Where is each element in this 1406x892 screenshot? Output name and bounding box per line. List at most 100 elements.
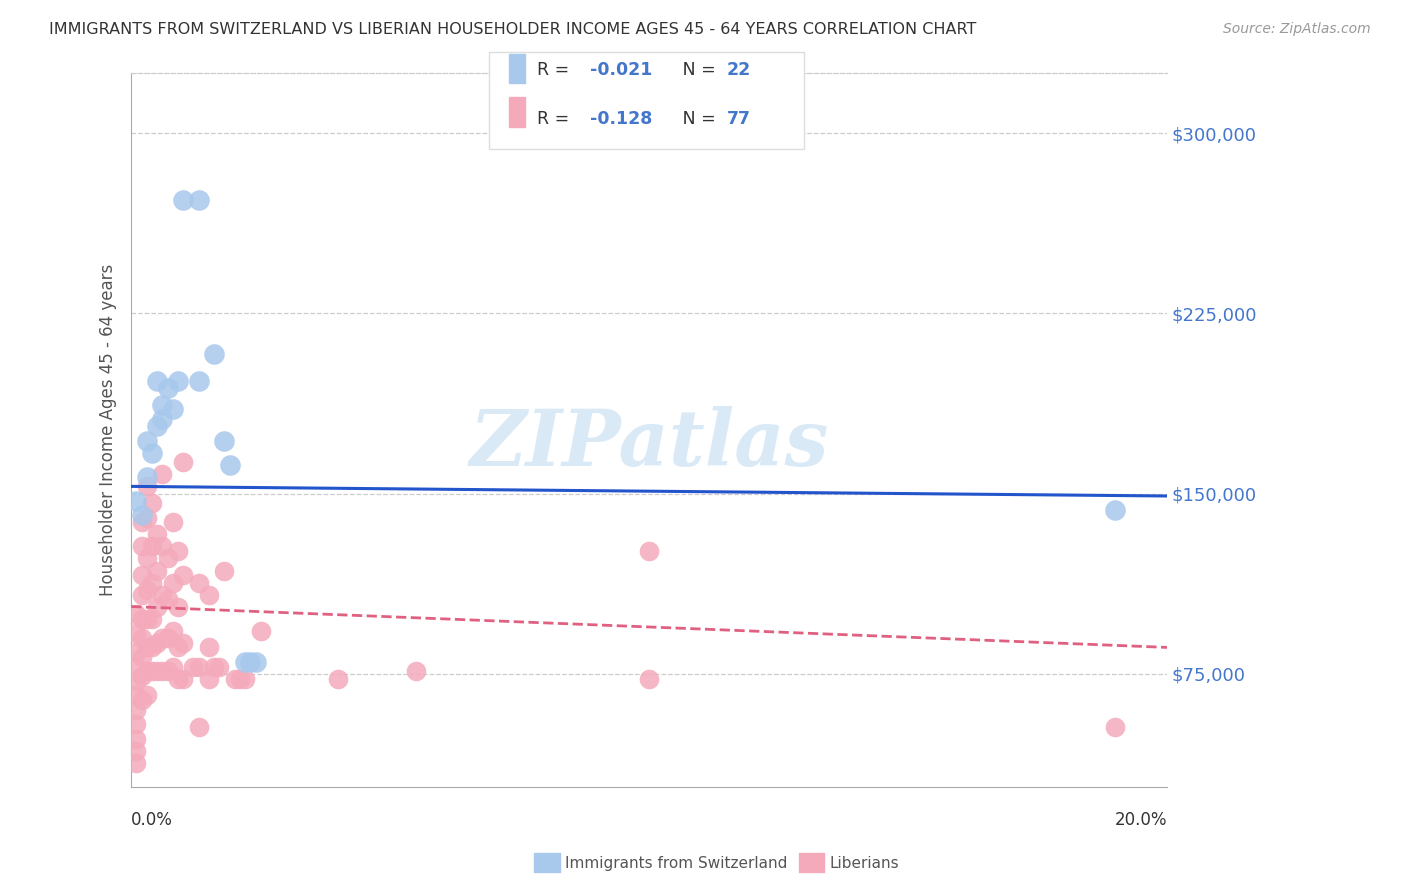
Point — [150, 665, 173, 679]
Point — [233, 655, 256, 669]
Point — [150, 540, 173, 554]
Point — [125, 645, 148, 659]
Point — [135, 434, 157, 448]
Point — [162, 575, 184, 590]
Point — [202, 659, 225, 673]
Text: IMMIGRANTS FROM SWITZERLAND VS LIBERIAN HOUSEHOLDER INCOME AGES 45 - 64 YEARS CO: IMMIGRANTS FROM SWITZERLAND VS LIBERIAN … — [49, 22, 977, 37]
Point — [150, 412, 173, 426]
Point — [131, 508, 153, 523]
Point — [125, 744, 148, 758]
Point — [141, 611, 163, 625]
Point — [125, 659, 148, 673]
Point — [131, 650, 153, 665]
Text: N =: N = — [666, 110, 721, 128]
Point — [125, 689, 148, 703]
Point — [135, 689, 157, 703]
Point — [187, 374, 209, 388]
Point — [135, 479, 157, 493]
Point — [233, 672, 256, 686]
Point — [198, 588, 221, 602]
Point — [141, 540, 163, 554]
Point — [156, 665, 179, 679]
Point — [208, 659, 231, 673]
Point — [172, 672, 194, 686]
Text: R =: R = — [537, 62, 575, 79]
Text: Liberians: Liberians — [830, 856, 900, 871]
Point — [125, 717, 148, 731]
Point — [405, 665, 427, 679]
Point — [141, 446, 163, 460]
Point — [141, 665, 163, 679]
Y-axis label: Householder Income Ages 45 - 64 years: Householder Income Ages 45 - 64 years — [100, 264, 117, 596]
Point — [146, 374, 169, 388]
Point — [146, 527, 169, 541]
Point — [125, 731, 148, 746]
Point — [198, 640, 221, 655]
Point — [214, 434, 236, 448]
Text: R =: R = — [537, 110, 575, 128]
Point — [150, 467, 173, 482]
Point — [245, 655, 267, 669]
Point — [224, 672, 246, 686]
Point — [172, 455, 194, 469]
Point — [150, 631, 173, 645]
Point — [156, 592, 179, 607]
Point — [141, 496, 163, 510]
Point — [162, 659, 184, 673]
Point — [328, 672, 350, 686]
Point — [135, 551, 157, 566]
Point — [146, 599, 169, 614]
Point — [638, 544, 661, 558]
Point — [125, 607, 148, 621]
Text: 20.0%: 20.0% — [1115, 811, 1167, 829]
Point — [125, 703, 148, 717]
Point — [172, 568, 194, 582]
Point — [1104, 720, 1126, 734]
Point — [167, 640, 190, 655]
Point — [146, 419, 169, 434]
Text: -0.128: -0.128 — [591, 110, 652, 128]
Point — [131, 588, 153, 602]
Text: Immigrants from Switzerland: Immigrants from Switzerland — [565, 856, 787, 871]
Point — [198, 672, 221, 686]
Point — [187, 720, 209, 734]
Point — [146, 635, 169, 649]
Point — [218, 458, 240, 472]
Text: ZIPatlas: ZIPatlas — [470, 406, 830, 483]
Point — [125, 626, 148, 640]
Text: 0.0%: 0.0% — [131, 811, 173, 829]
Point — [131, 669, 153, 683]
Point — [141, 640, 163, 655]
Point — [162, 516, 184, 530]
Text: 22: 22 — [727, 62, 751, 79]
Point — [125, 493, 148, 508]
Text: Source: ZipAtlas.com: Source: ZipAtlas.com — [1223, 22, 1371, 37]
Point — [141, 575, 163, 590]
Point — [249, 624, 271, 638]
Point — [131, 611, 153, 625]
Point — [187, 194, 209, 208]
Text: 77: 77 — [727, 110, 751, 128]
Point — [125, 674, 148, 689]
Point — [638, 672, 661, 686]
Point — [214, 564, 236, 578]
Text: -0.021: -0.021 — [591, 62, 652, 79]
Point — [187, 659, 209, 673]
Point — [172, 635, 194, 649]
Point — [156, 631, 179, 645]
Point — [162, 624, 184, 638]
Point — [131, 540, 153, 554]
Point — [167, 599, 190, 614]
Point — [183, 659, 205, 673]
Point — [1104, 503, 1126, 517]
Point — [187, 575, 209, 590]
Point — [150, 398, 173, 412]
Point — [146, 665, 169, 679]
Point — [172, 194, 194, 208]
Point — [135, 469, 157, 483]
Point — [162, 402, 184, 417]
Point — [156, 381, 179, 395]
Point — [135, 510, 157, 524]
Point — [167, 544, 190, 558]
Point — [150, 588, 173, 602]
